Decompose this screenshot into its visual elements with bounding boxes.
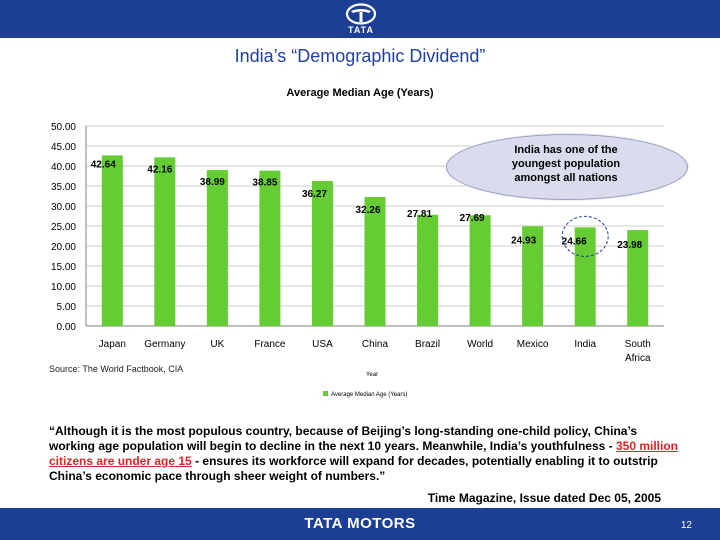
slide-title: India’s “Demographic Dividend” <box>234 46 486 66</box>
y-tick-label: 10.00 <box>51 282 76 293</box>
data-label: 42.16 <box>147 164 172 175</box>
data-label: 38.85 <box>252 178 277 189</box>
footer-banner: TATA MOTORS 12 <box>0 508 720 540</box>
x-tick-label: UK <box>210 339 224 350</box>
x-tick-label: Mexico <box>517 339 549 350</box>
data-label: 24.93 <box>511 235 536 246</box>
highlight-circle <box>561 215 609 257</box>
bar-brazil <box>417 214 439 326</box>
y-tick-label: 5.00 <box>57 302 77 313</box>
y-tick-label: 35.00 <box>51 182 76 193</box>
y-tick-label: 50.00 <box>51 122 76 133</box>
quote-part-2: - ensures its workforce will expand for … <box>49 454 658 483</box>
bar-chart: 50.00 45.00 40.00 35.00 30.00 25.00 20.00 15.00… <box>51 122 664 398</box>
quote-highlight: 350 million citizens are under age 15 <box>49 439 679 468</box>
y-tick-label: 25.00 <box>51 222 76 233</box>
data-label: 23.98 <box>617 240 642 251</box>
y-tick-label: 20.00 <box>51 242 76 253</box>
x-tick-label: Germany <box>144 339 185 350</box>
x-tick-label: World <box>467 339 493 350</box>
data-label: 38.99 <box>200 177 225 188</box>
data-label: 27.69 <box>460 213 485 224</box>
callout-bubble <box>446 134 688 200</box>
bar-france <box>259 170 281 326</box>
bar-japan <box>101 155 123 326</box>
time-quote: “Although it is the most populous countr… <box>49 424 679 484</box>
data-label: 27.81 <box>407 209 432 220</box>
x-tick-label: France <box>254 339 286 350</box>
tata-motors-logo: TATA MOTORS <box>304 515 416 532</box>
x-tick-label: South Africa <box>625 339 651 364</box>
y-tick-label: 45.00 <box>51 142 76 153</box>
bar-world <box>469 215 491 326</box>
y-tick-label: 40.00 <box>51 162 76 173</box>
chart-source: Source: The World Factbook, CIA <box>49 364 184 374</box>
tata-emblem-icon <box>345 3 377 25</box>
quote-part-1: “Although it is the most populous countr… <box>49 424 638 453</box>
bar-china <box>364 196 386 326</box>
bar-usa <box>311 180 333 326</box>
quote-attribution: Time Magazine, Issue dated Dec 05, 2005 <box>427 491 661 505</box>
x-axis-label: Year <box>366 372 378 378</box>
x-tick-label: China <box>362 339 389 350</box>
bar-south-africa <box>627 230 649 326</box>
bar-germany <box>154 157 176 326</box>
x-tick-label: Japan <box>99 339 126 350</box>
chart-title: Average Median Age (Years) <box>286 87 434 99</box>
y-tick-label: 15.00 <box>51 262 76 273</box>
y-tick-label: 0.00 <box>57 322 77 333</box>
tata-logo: TATA <box>342 3 380 35</box>
callout-text: India has one of the youngest population… <box>511 144 621 184</box>
x-tick-label: USA <box>312 339 333 350</box>
bar-india <box>574 227 596 326</box>
y-tick-label: 30.00 <box>51 202 76 213</box>
bar-uk <box>206 170 228 326</box>
page-number: 12 <box>680 520 692 531</box>
x-tick-label: India <box>574 339 596 350</box>
legend-swatch <box>323 391 328 396</box>
data-label: 24.66 <box>562 236 587 247</box>
top-banner: TATA <box>0 0 720 38</box>
data-label: 32.26 <box>355 205 380 216</box>
bar-mexico <box>522 226 544 326</box>
data-label: 36.27 <box>302 189 327 200</box>
legend-label: Average Median Age (Years) <box>331 392 407 398</box>
tata-logo-text: TATA <box>348 25 374 35</box>
data-label: 42.64 <box>91 159 116 170</box>
x-tick-label: Brazil <box>415 339 440 350</box>
